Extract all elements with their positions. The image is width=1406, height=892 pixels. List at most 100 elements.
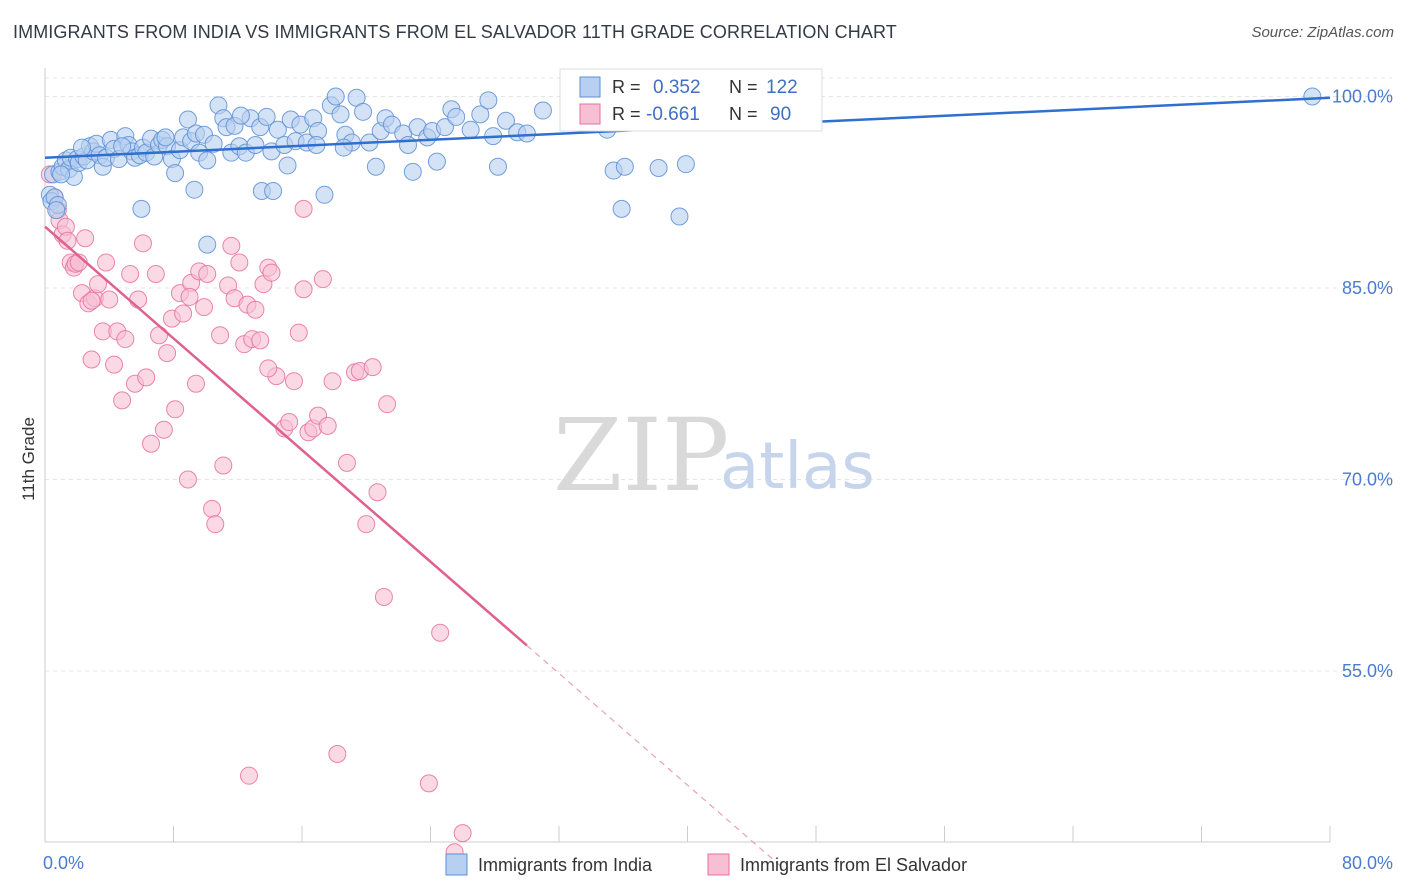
point-salvador — [142, 434, 161, 453]
point-salvador — [76, 229, 95, 248]
point-india — [670, 207, 689, 226]
y-tick-label: 55.0% — [1342, 661, 1393, 681]
point-india — [113, 137, 132, 156]
point-salvador — [105, 355, 124, 374]
point-india — [366, 157, 385, 176]
point-india — [334, 138, 353, 157]
point-india — [354, 102, 373, 121]
point-salvador — [97, 253, 116, 272]
point-india — [326, 87, 345, 106]
point-salvador — [137, 368, 156, 387]
point-salvador — [313, 270, 332, 289]
point-salvador — [251, 331, 270, 350]
point-salvador — [284, 372, 303, 391]
point-salvador — [121, 264, 140, 283]
point-salvador — [259, 359, 278, 378]
point-salvador — [289, 323, 308, 342]
x-tick-labels: 0.0% 80.0% — [43, 853, 1393, 873]
point-india — [185, 180, 204, 199]
point-india — [461, 120, 480, 139]
point-salvador — [82, 350, 101, 369]
legend-swatch-salvador — [707, 853, 730, 876]
point-salvador — [150, 326, 169, 345]
stats-swatch-salvador — [579, 103, 601, 125]
point-salvador — [129, 290, 148, 309]
point-india — [264, 181, 283, 200]
point-india — [204, 134, 223, 153]
stats-r-label-india: R = — [612, 77, 641, 97]
stats-r-value-salvador: -0.661 — [646, 104, 700, 125]
point-india — [132, 199, 151, 218]
y-tick-label: 85.0% — [1342, 278, 1393, 298]
point-salvador — [89, 275, 108, 294]
point-india — [331, 105, 350, 124]
point-salvador — [154, 420, 173, 439]
point-salvador — [222, 236, 241, 255]
point-salvador — [174, 304, 193, 323]
point-salvador — [337, 453, 356, 472]
x-tick-label: 0.0% — [43, 853, 84, 873]
point-india — [435, 118, 454, 137]
point-salvador — [246, 300, 265, 319]
point-salvador — [100, 290, 119, 309]
stats-n-value-salvador: 90 — [770, 104, 791, 125]
point-india — [399, 136, 418, 155]
point-salvador — [146, 264, 165, 283]
point-india — [649, 158, 668, 177]
point-india — [231, 106, 250, 125]
point-salvador — [186, 374, 205, 393]
trend-line-salvador-extension — [526, 645, 785, 870]
point-india — [52, 165, 71, 184]
y-tick-labels: 100.0% 85.0% 70.0% 55.0% — [1332, 87, 1393, 682]
point-india — [612, 199, 631, 218]
point-salvador — [357, 515, 376, 534]
point-salvador — [178, 470, 197, 489]
point-india — [166, 164, 185, 183]
point-salvador — [328, 744, 347, 763]
y-axis-title: 11th Grade — [19, 417, 38, 501]
point-salvador — [378, 395, 397, 414]
point-india — [496, 111, 515, 130]
stats-r-value-india: 0.352 — [653, 77, 701, 98]
chart-title: IMMIGRANTS FROM INDIA VS IMMIGRANTS FROM… — [13, 22, 897, 42]
watermark-atlas: atlas — [720, 430, 875, 504]
point-salvador — [180, 287, 199, 306]
point-salvador — [419, 774, 438, 793]
point-india — [268, 120, 287, 139]
point-salvador — [318, 416, 337, 435]
point-salvador — [206, 515, 225, 534]
point-salvador — [214, 456, 233, 475]
source-credit: Source: ZipAtlas.com — [1251, 24, 1394, 41]
point-salvador — [431, 623, 450, 642]
point-salvador — [262, 263, 281, 282]
point-salvador — [113, 391, 132, 410]
point-india — [1303, 87, 1322, 106]
point-india — [72, 138, 91, 157]
point-india — [676, 155, 695, 174]
point-salvador — [58, 231, 77, 250]
point-salvador — [294, 199, 313, 218]
point-salvador — [230, 253, 249, 272]
point-salvador — [280, 413, 299, 432]
stats-box-frame — [559, 68, 823, 132]
x-tick-label: 80.0% — [1342, 853, 1393, 873]
point-salvador — [323, 372, 342, 391]
point-salvador — [453, 824, 472, 843]
point-india — [447, 107, 466, 126]
legend-label-india: Immigrants from India — [478, 855, 653, 875]
point-salvador — [82, 291, 101, 310]
point-salvador — [211, 326, 230, 345]
point-india — [403, 162, 422, 181]
point-salvador — [195, 298, 214, 317]
point-india — [479, 91, 498, 110]
point-salvador — [203, 499, 222, 518]
stats-n-label-salvador: N = — [729, 104, 758, 124]
trend-line-salvador — [44, 225, 528, 647]
stats-r-label-salvador: R = — [612, 104, 641, 124]
point-india — [315, 185, 334, 204]
stats-n-value-india: 122 — [766, 77, 798, 98]
point-salvador — [166, 400, 185, 419]
y-tick-label: 70.0% — [1342, 470, 1393, 490]
stats-n-label-india: N = — [729, 77, 758, 97]
point-india — [156, 128, 175, 147]
